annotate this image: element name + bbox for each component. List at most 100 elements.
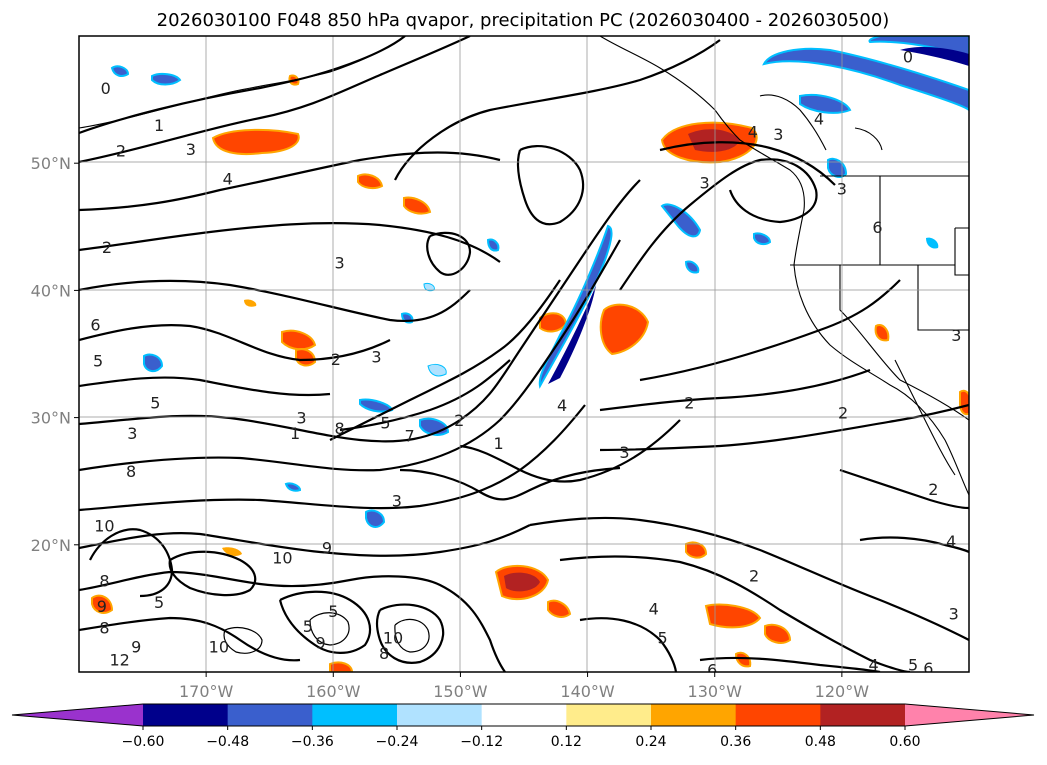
precip-patch — [403, 196, 432, 215]
contour-line — [79, 524, 531, 557]
map-frame — [78, 35, 970, 673]
contour-line — [79, 376, 331, 397]
colorbar: −0.60 −0.48 −0.36 −0.24 −0.12 0.12 0.24 0.36 0.4… — [11, 703, 1035, 750]
precip-patch — [660, 203, 702, 238]
contour-label: 5 — [380, 414, 390, 433]
colorbar-tick-label: 0.60 — [889, 734, 920, 750]
colorbar-tick-label: 0.24 — [635, 734, 666, 750]
precip-patch — [281, 329, 317, 351]
precip-patch — [211, 128, 300, 156]
colorbar-swatch — [735, 704, 821, 726]
graticule — [79, 36, 969, 672]
precip-patch — [365, 509, 386, 528]
contour-line — [79, 222, 501, 263]
contour-label: 5 — [908, 655, 918, 674]
contour-line — [394, 39, 721, 181]
contour-label: 7 — [404, 426, 414, 445]
contour-line — [329, 279, 561, 441]
contour-label: 4 — [869, 655, 879, 674]
colorbar-tick-label: −0.36 — [291, 734, 334, 750]
contour-label: 2 — [749, 566, 759, 585]
contour-label: 3 — [951, 326, 961, 345]
precip-patch — [538, 224, 613, 389]
contour-line — [79, 324, 391, 362]
contour-line — [79, 404, 586, 512]
x-tick-label: 130°W — [688, 682, 743, 701]
contour-line — [529, 516, 969, 641]
contour-label: 9 — [315, 634, 325, 653]
contour-label: 2 — [331, 350, 341, 369]
contour-label: 8 — [99, 571, 109, 590]
colorbar-tick-label: 0.36 — [720, 734, 751, 750]
contour-line — [309, 612, 350, 646]
contour-line — [426, 231, 472, 276]
colorbar-tick-label: 0.12 — [551, 734, 582, 750]
contour-line — [223, 627, 263, 654]
contour-label: 3 — [392, 491, 402, 510]
contour-label: 4 — [748, 122, 758, 141]
precip-patch — [295, 348, 317, 367]
contour-label: 3 — [186, 140, 196, 159]
contour-label: 6 — [923, 659, 933, 678]
precip-patch — [900, 47, 969, 66]
precip-patch — [874, 324, 890, 342]
precip-patch — [926, 237, 939, 249]
colorbar-swatch — [397, 704, 483, 726]
contour-label: 0 — [101, 79, 111, 98]
contour-label: 4 — [223, 169, 233, 188]
precip-patch — [547, 599, 572, 618]
contour-label: 4 — [557, 396, 567, 415]
contour-label: 8 — [126, 462, 136, 481]
contour-label: 2 — [684, 393, 694, 412]
contour-label: 3 — [773, 125, 783, 144]
contour-line — [659, 141, 836, 186]
precip-patch — [110, 65, 130, 77]
contour-label: 12 — [110, 650, 130, 669]
coastline — [854, 127, 883, 151]
precip-patch — [357, 173, 384, 190]
contour-line — [79, 616, 301, 662]
contour-label: 9 — [322, 538, 332, 557]
contour-line — [168, 550, 257, 597]
precip-patch — [704, 603, 762, 629]
contour-label: 2 — [928, 480, 938, 499]
contour-label: 3 — [619, 443, 629, 462]
colorbar-swatch — [143, 704, 229, 726]
colorbar-ticks: −0.60 −0.48 −0.36 −0.24 −0.12 0.12 0.24 0.36 0.4… — [122, 726, 921, 750]
contour-line — [559, 555, 911, 672]
colorbar-tick-label: −0.24 — [376, 734, 419, 750]
contour-line — [516, 145, 585, 226]
contour-label: 6 — [707, 660, 717, 679]
contour-label: 5 — [93, 351, 103, 370]
contour-label: 6 — [90, 316, 100, 335]
contour-label: 5 — [328, 602, 338, 621]
contour-label: 8 — [335, 419, 345, 438]
contour-label: 8 — [379, 644, 389, 663]
contour-line — [79, 239, 621, 472]
precip-patch — [504, 572, 540, 592]
contour-label: 3 — [296, 409, 306, 428]
precip-patch — [799, 94, 852, 114]
contour-line — [699, 656, 881, 672]
contour-line — [579, 617, 678, 672]
colorbar-tick-label: −0.48 — [206, 734, 249, 750]
contour-label: 8 — [99, 618, 109, 637]
contour-line — [79, 36, 471, 164]
contour-line — [79, 279, 471, 323]
border — [839, 265, 969, 421]
x-tick-label: 120°W — [815, 682, 870, 701]
contour-line — [89, 528, 174, 598]
colorbar-swatch — [820, 704, 906, 726]
longitude-tick-labels: 170°W 160°W 150°W 140°W 130°W 120°W — [179, 672, 869, 701]
colorbar-extend-min — [12, 704, 143, 726]
contour-line — [599, 368, 871, 412]
contour-label: 3 — [837, 180, 847, 199]
x-tick-label: 170°W — [179, 682, 234, 701]
precip-patch — [685, 541, 708, 559]
colorbar-swatch — [651, 704, 737, 726]
colorbar-swatch — [481, 704, 567, 726]
contour-line — [278, 590, 372, 654]
contour-label: 3 — [699, 173, 709, 192]
contour-line — [639, 279, 901, 382]
